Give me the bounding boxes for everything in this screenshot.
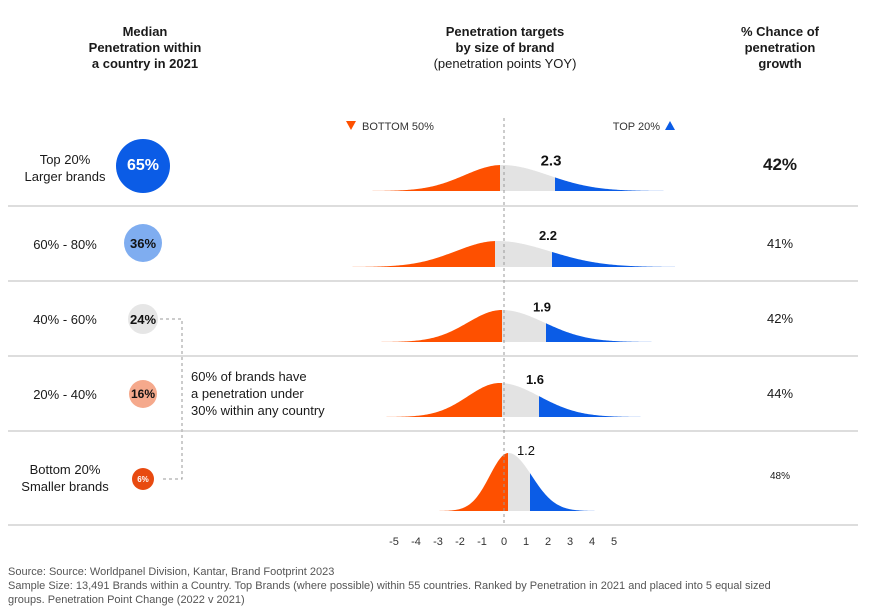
annotation-line-3: 30% within any country (191, 403, 325, 418)
annotation-line-1: 60% of brands have (191, 369, 307, 384)
row-1-top-area (555, 177, 675, 191)
row-label-1-line-2: Larger brands (24, 169, 106, 184)
row-4-target-label: 1.6 (526, 372, 544, 387)
row-1-bottom-area (346, 165, 500, 191)
chance-1: 42% (762, 155, 798, 174)
middle-column-header: Penetration targets by size of brand (pe… (400, 24, 610, 72)
middle-header-line-1: Penetration targets (445, 24, 565, 39)
x-tick-label: 0 (501, 536, 507, 548)
penetration-chart: 2.32.21.91.61.2 BOTTOM 50% TOP 20% -5 -4-… (8, 118, 858, 548)
row-label-3-line-1: 40% - 60% (33, 312, 97, 327)
footer-source: Source: Source: Worldpanel Division, Kan… (8, 565, 868, 607)
x-tick-label: 5 (611, 536, 617, 548)
x-tick-label: -3 (433, 536, 443, 548)
legend-top-label: TOP 20% (613, 121, 661, 133)
median-bubble-5: 6% (132, 468, 154, 490)
row-4-middle-area (502, 383, 539, 417)
legend-bottom-label: BOTTOM 50% (362, 121, 434, 133)
right-column-header: % Chance of penetration growth (715, 24, 845, 72)
row-label-4: 20% - 40% (10, 386, 120, 403)
row-2-target-label: 2.2 (539, 228, 557, 243)
row-label-5: Bottom 20% Smaller brands (10, 461, 120, 495)
row-3-middle-area (502, 310, 546, 342)
row-3-bottom-area (346, 310, 502, 342)
x-tick-label: -4 (411, 536, 421, 548)
row-5-target-label: 1.2 (517, 443, 535, 458)
row-2-middle-area (495, 241, 552, 267)
median-bubble-2: 36% (124, 224, 162, 262)
row-2-bottom-area (346, 241, 495, 267)
row-label-3: 40% - 60% (10, 311, 120, 328)
annotation-line-2: a penetration under (191, 386, 304, 401)
brand-annotation: 60% of brands have a penetration under 3… (191, 368, 351, 419)
chance-2: 41% (766, 236, 794, 251)
x-tick-label: 3 (567, 536, 573, 548)
row-label-1-line-1: Top 20% (39, 152, 91, 167)
right-header-line-2: penetration (744, 40, 816, 55)
row-2-top-area (552, 251, 675, 267)
median-bubble-3: 24% (128, 304, 158, 334)
x-tick-label: -1 (477, 536, 487, 548)
row-label-5-line-2: Smaller brands (21, 479, 109, 494)
left-header-line-3: a country in 2021 (91, 56, 199, 71)
chance-5: 48% (769, 471, 790, 482)
row-5-top-area (530, 473, 675, 511)
left-header-line-2: Penetration within (88, 40, 202, 55)
row-5-bottom-area (346, 453, 508, 511)
median-bubble-4: 16% (129, 380, 157, 408)
x-tick-label: 2 (545, 536, 551, 548)
chance-3: 42% (766, 311, 794, 326)
x-tick-label: -2 (455, 536, 465, 548)
right-header-line-3: growth (758, 56, 802, 71)
bottom-triangle-icon (346, 121, 356, 130)
row-label-2: 60% - 80% (10, 236, 120, 253)
median-bubble-1: 65% (116, 139, 170, 193)
row-3-target-label: 1.9 (533, 299, 551, 314)
bracket-connector (160, 318, 183, 480)
row-label-5-line-1: Bottom 20% (29, 462, 101, 477)
row-4-top-area (539, 396, 675, 417)
chance-4: 44% (766, 386, 794, 401)
row-4-bottom-area (346, 383, 502, 417)
x-tick-label: 4 (589, 536, 595, 548)
left-header-line-1: Median (122, 24, 168, 39)
row-label-2-line-1: 60% - 80% (33, 237, 97, 252)
x-tick-label: 1 (523, 536, 529, 548)
row-3-top-area (546, 323, 675, 342)
row-5-middle-area (508, 453, 530, 511)
top-triangle-icon (665, 121, 675, 130)
middle-header-line-2: by size of brand (455, 40, 555, 55)
left-column-header: Median Penetration within a country in 2… (60, 24, 230, 72)
row-label-4-line-1: 20% - 40% (33, 387, 97, 402)
row-1-middle-area (500, 165, 555, 191)
footer-line-2: Sample Size: 13,491 Brands within a Coun… (8, 580, 771, 592)
x-tick-label: -5 (389, 536, 399, 548)
row-1-target-label: 2.3 (541, 152, 562, 169)
row-label-1: Top 20% Larger brands (10, 151, 120, 185)
footer-line-1: Source: Source: Worldpanel Division, Kan… (8, 566, 335, 578)
footer-line-3: groups. Penetration Point Change (2022 v… (8, 594, 245, 606)
middle-header-subtitle: (penetration points YOY) (433, 56, 577, 71)
right-header-line-1: % Chance of (740, 24, 819, 39)
